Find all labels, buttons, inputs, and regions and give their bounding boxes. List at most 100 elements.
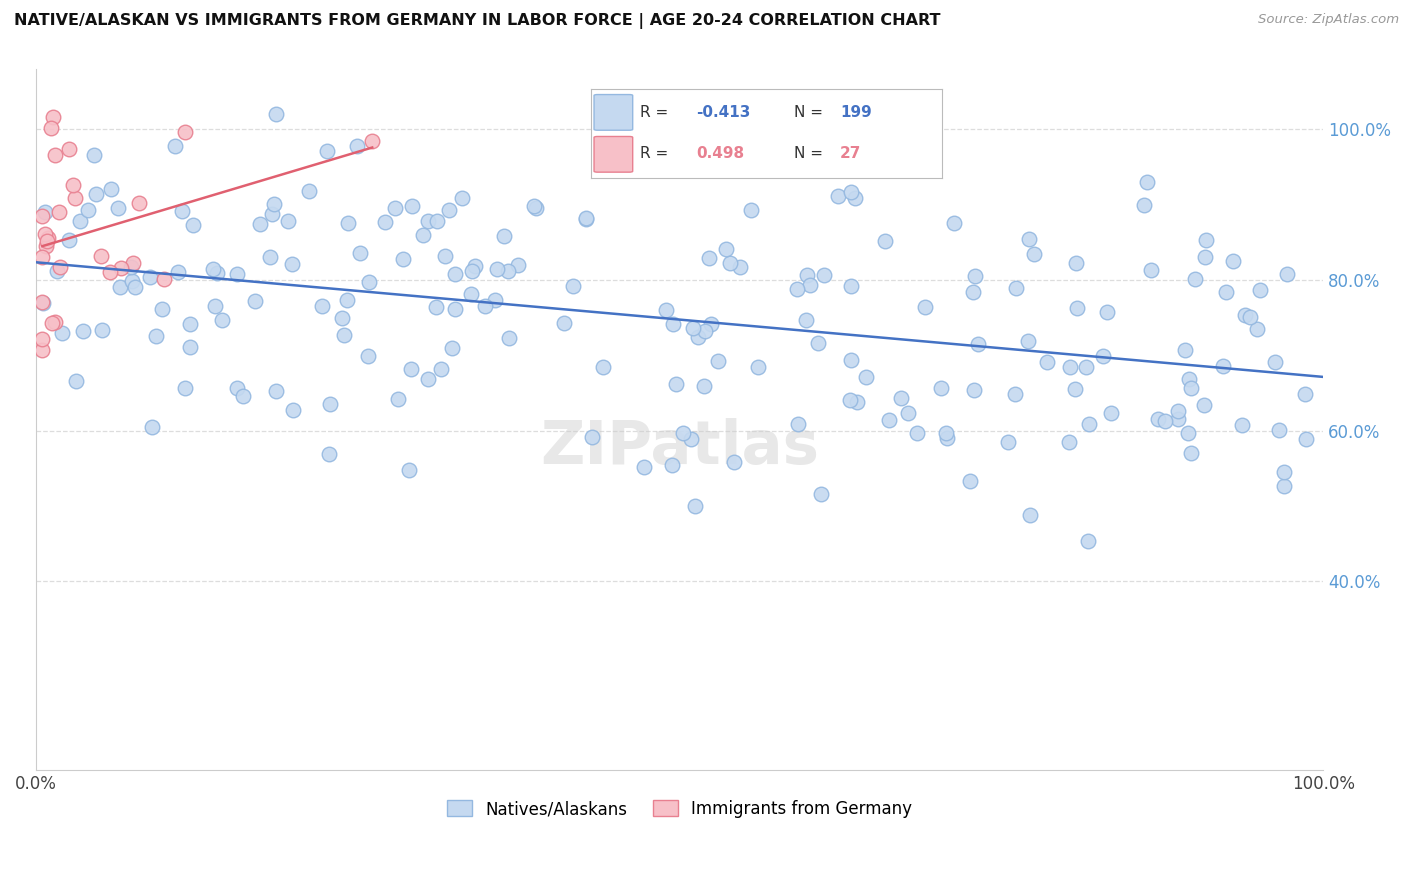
Point [122,256,145,270]
Point [1146,411,1168,425]
Point [695,324,717,338]
Point [107,201,129,215]
Point [357,276,380,290]
Point [1035,354,1057,368]
Point [204,299,226,313]
Point [1167,403,1189,417]
Point [65,375,87,389]
Point [655,302,678,317]
Point [1194,250,1216,264]
Point [121,274,143,288]
Point [1195,233,1218,247]
Point [1239,310,1261,324]
Point [1215,285,1237,299]
Point [1264,355,1286,369]
Point [166,265,188,279]
Point [484,293,506,307]
Text: ZIPatlas: ZIPatlas [540,417,820,477]
Point [91,323,114,337]
Point [98,265,121,279]
Point [723,455,745,469]
Point [145,329,167,343]
Point [120,260,142,274]
Point [31,343,53,358]
Point [786,282,808,296]
Point [1222,253,1244,268]
Point [260,207,283,221]
Point [69,213,91,227]
Point [333,328,356,343]
Point [83,148,105,162]
Point [41,316,63,330]
Point [298,184,321,198]
Point [181,219,204,233]
Point [100,182,122,196]
Point [374,214,396,228]
Point [1234,308,1257,322]
Point [1133,198,1156,212]
Point [245,294,267,309]
Point [787,417,810,431]
Point [1249,283,1271,297]
Point [1057,435,1080,450]
Point [49,260,72,274]
Point [163,139,186,153]
Point [1268,423,1291,437]
Point [661,458,683,472]
Text: -0.413: -0.413 [696,105,751,120]
Point [1077,417,1099,432]
Point [807,335,830,350]
Point [1272,465,1295,479]
Point [249,217,271,231]
Point [259,250,281,264]
Text: R =: R = [640,105,668,120]
Point [633,459,655,474]
Point [845,395,868,409]
Point [110,260,132,275]
Point [581,430,603,444]
Point [207,266,229,280]
Point [31,250,53,264]
Point [672,426,695,441]
Point [890,391,912,405]
Point [437,203,460,218]
Point [799,278,821,293]
Point [813,268,835,282]
Text: 27: 27 [839,146,862,161]
Point [72,324,94,338]
Point [349,245,371,260]
Point [553,316,575,330]
Point [683,500,706,514]
Point [1140,263,1163,277]
Point [37,231,59,245]
Point [34,227,56,242]
Point [1230,417,1253,432]
Point [264,107,287,121]
Point [1019,508,1042,522]
Point [34,205,56,219]
Point [32,296,55,310]
Point [1074,359,1097,374]
Point [330,311,353,326]
Point [1097,305,1119,319]
Point [77,202,100,217]
Point [174,381,197,395]
Point [875,234,897,248]
Point [316,145,339,159]
Point [461,264,484,278]
Point [718,255,741,269]
Text: Source: ZipAtlas.com: Source: ZipAtlas.com [1258,13,1399,27]
Point [1064,382,1087,396]
Point [412,227,434,242]
Text: NATIVE/ALASKAN VS IMMIGRANTS FROM GERMANY IN LABOR FORCE | AGE 20-24 CORRELATION: NATIVE/ALASKAN VS IMMIGRANTS FROM GERMAN… [14,13,941,29]
Point [62,178,84,192]
Point [48,204,70,219]
Point [1099,406,1122,420]
Point [662,318,685,332]
Point [41,110,63,124]
Point [1004,386,1026,401]
Point [682,321,704,335]
Point [523,199,546,213]
Point [844,191,866,205]
Point [139,270,162,285]
